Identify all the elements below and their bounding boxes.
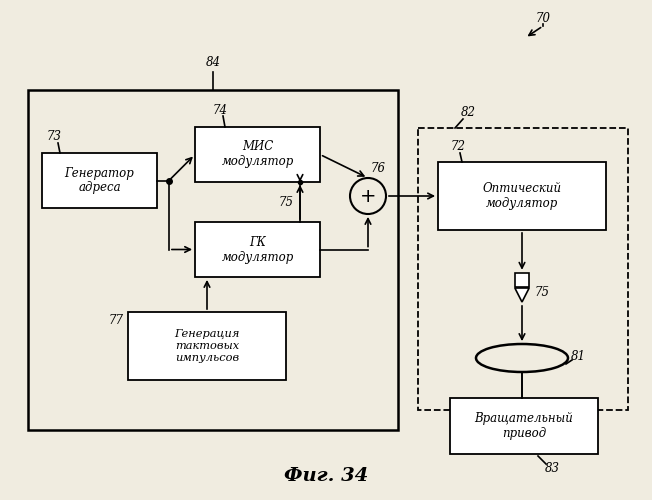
FancyBboxPatch shape bbox=[418, 128, 628, 410]
Text: ГК
модулятор: ГК модулятор bbox=[222, 236, 293, 264]
Text: +: + bbox=[360, 188, 376, 206]
FancyBboxPatch shape bbox=[128, 312, 286, 380]
Text: 83: 83 bbox=[544, 462, 559, 474]
Text: МИС
модулятор: МИС модулятор bbox=[222, 140, 293, 168]
Text: Фиг. 34: Фиг. 34 bbox=[284, 467, 368, 485]
Text: 76: 76 bbox=[370, 162, 385, 174]
Text: 84: 84 bbox=[205, 56, 220, 68]
Text: Оптический
модулятор: Оптический модулятор bbox=[482, 182, 561, 210]
Text: 75: 75 bbox=[535, 286, 550, 298]
FancyBboxPatch shape bbox=[515, 272, 529, 287]
FancyBboxPatch shape bbox=[450, 398, 598, 454]
Text: 74: 74 bbox=[213, 104, 228, 117]
Text: Генерация
тактовых
импульсов: Генерация тактовых импульсов bbox=[174, 330, 240, 362]
FancyBboxPatch shape bbox=[28, 90, 398, 430]
Text: 77: 77 bbox=[108, 314, 123, 326]
Text: Генератор
адреса: Генератор адреса bbox=[65, 166, 134, 194]
Text: 70: 70 bbox=[535, 12, 550, 24]
FancyBboxPatch shape bbox=[195, 222, 320, 277]
Text: 82: 82 bbox=[460, 106, 475, 120]
Text: 72: 72 bbox=[451, 140, 466, 153]
FancyBboxPatch shape bbox=[195, 127, 320, 182]
Text: Вращательный
привод: Вращательный привод bbox=[475, 412, 574, 440]
Text: 81: 81 bbox=[570, 350, 585, 362]
FancyBboxPatch shape bbox=[42, 153, 157, 208]
Text: 75: 75 bbox=[278, 196, 293, 208]
Polygon shape bbox=[515, 288, 529, 302]
FancyBboxPatch shape bbox=[438, 162, 606, 230]
Text: 73: 73 bbox=[46, 130, 61, 143]
